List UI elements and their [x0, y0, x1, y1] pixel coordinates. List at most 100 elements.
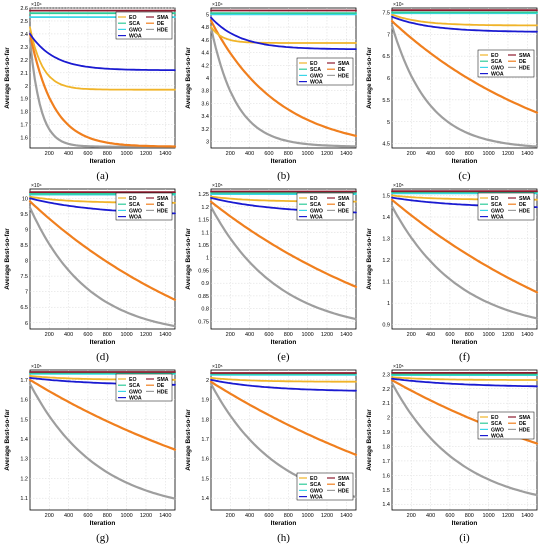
x-tick-label: 400 [64, 151, 73, 157]
x-tick-label: 400 [426, 332, 435, 338]
chart-panel: 200 400 600 800 1000 1200 1400 0.9 1 1.1 1.2 1.3 1.4… [366, 183, 539, 363]
x-tick-label: 600 [83, 332, 92, 338]
legend-label-woa: WOA [491, 215, 504, 221]
legend-label-woa: WOA [129, 34, 142, 40]
legend-label-gwo: GWO [310, 73, 323, 79]
legend-label-sca: SCA [129, 202, 140, 208]
y-tick-label: 1.3 [20, 457, 28, 463]
legend-label-sca: SCA [129, 21, 140, 27]
y-tick-label: 0.9 [382, 323, 390, 329]
y-axis-multiplier: ×10⁵ [31, 364, 42, 370]
panel-label: (d) [96, 351, 109, 363]
legend-label-eo: EO [310, 476, 318, 482]
y-tick-label: 4 [206, 76, 209, 82]
x-tick-label: 1000 [302, 151, 314, 157]
y-tick-label: 6 [387, 76, 390, 82]
series-line-hde [390, 381, 539, 497]
y-axis-label: Average Best-so-far [4, 228, 11, 290]
legend-label-hde: HDE [157, 208, 168, 214]
x-axis-label: Iteration [90, 339, 116, 346]
y-tick-label: 1.6 [20, 136, 28, 142]
y-tick-label: 0.8 [201, 307, 209, 313]
legend-label-sma: SMA [519, 196, 531, 202]
y-tick-label: 9 [25, 227, 28, 233]
x-tick-label: 1400 [159, 151, 171, 157]
series-line-woa [391, 15, 538, 33]
chart-panel: 200 400 600 800 1000 1200 1400 1.4 1.5 1.6 1.7 1.8 1… [185, 364, 358, 544]
y-axis-multiplier: ×10⁵ [393, 364, 404, 370]
x-axis-label: Iteration [271, 520, 297, 527]
x-tick-label: 200 [45, 151, 54, 157]
legend-label-gwo: GWO [310, 488, 323, 494]
y-tick-label: 8 [25, 259, 28, 265]
y-axis-multiplier: ×10⁵ [212, 364, 223, 370]
y-tick-label: 2.6 [20, 6, 28, 12]
chart-panel: 200 400 600 800 1000 1200 1400 1.4 1.5 1.6 1.7 1.8 1… [366, 364, 539, 544]
y-tick-label: 7.5 [382, 10, 390, 16]
chart-panel: 200 400 600 800 1000 1200 1400 4.5 5 5.5 6 6.5 7 7.5×… [366, 2, 539, 182]
y-tick-label: 1.7 [201, 437, 209, 443]
legend-label-hde: HDE [519, 208, 530, 214]
y-tick-label: 1 [387, 301, 390, 307]
legend-label-woa: WOA [310, 495, 323, 501]
y-axis-label: Average Best-so-far [366, 47, 373, 109]
y-tick-label: 1.15 [198, 218, 209, 224]
x-tick-label: 1000 [302, 513, 314, 519]
y-tick-label: 1.5 [382, 488, 390, 494]
y-tick-label: 6.5 [382, 54, 390, 60]
y-tick-label: 1.1 [20, 496, 28, 502]
x-tick-label: 400 [64, 513, 73, 519]
x-tick-label: 400 [245, 332, 254, 338]
y-axis-label: Average Best-so-far [4, 47, 11, 109]
legend-label-hde: HDE [338, 488, 349, 494]
y-tick-label: 1.5 [201, 476, 209, 482]
y-tick-label: 3 [206, 140, 209, 146]
series-line-eo [29, 26, 176, 91]
x-tick-label: 200 [226, 151, 235, 157]
legend-label-eo: EO [129, 15, 137, 21]
y-tick-label: 1.4 [382, 215, 390, 221]
legend-label-woa: WOA [129, 215, 142, 221]
y-tick-label: 5 [206, 12, 209, 18]
x-tick-label: 1200 [321, 332, 333, 338]
y-tick-label: 1.2 [382, 258, 390, 264]
series-line-woa [391, 377, 538, 388]
legend-label-sma: SMA [157, 15, 169, 21]
y-tick-label: 1.8 [382, 444, 390, 450]
x-tick-label: 600 [264, 151, 273, 157]
series-line-hde [28, 382, 177, 500]
legend-label-eo: EO [129, 377, 137, 383]
y-tick-label: 2.1 [20, 71, 28, 77]
chart-panel: 200 400 600 800 1000 1200 1400 1.6 1.7 1.8 1.9 2 2.1… [4, 2, 177, 182]
legend-label-sca: SCA [491, 59, 502, 65]
y-tick-label: 4.8 [201, 25, 209, 31]
legend-label-hde: HDE [338, 73, 349, 79]
x-tick-label: 400 [426, 151, 435, 157]
series-line-hde [209, 205, 358, 321]
y-tick-label: 8.5 [20, 243, 28, 249]
panel-label: (f) [459, 351, 470, 363]
y-tick-label: 4.6 [201, 38, 209, 44]
x-axis-label: Iteration [452, 339, 478, 346]
legend-label-hde: HDE [157, 27, 168, 33]
x-tick-label: 1400 [521, 151, 533, 157]
chart-panel: 200 400 600 800 1000 1200 1400 1.1 1.2 1.3 1.4 1.5 1… [4, 364, 177, 544]
x-tick-label: 200 [407, 332, 416, 338]
legend-label-sma: SMA [519, 415, 531, 421]
x-tick-label: 400 [64, 332, 73, 338]
x-tick-label: 800 [465, 332, 474, 338]
legend-label-eo: EO [491, 196, 499, 202]
y-tick-label: 2.3 [20, 45, 28, 51]
x-tick-label: 1400 [521, 332, 533, 338]
legend-label-hde: HDE [338, 208, 349, 214]
y-tick-label: 1.2 [20, 476, 28, 482]
y-tick-label: 2.1 [382, 401, 390, 407]
x-tick-label: 1000 [483, 151, 495, 157]
x-tick-label: 1000 [121, 151, 133, 157]
x-tick-label: 1200 [502, 151, 514, 157]
legend-label-sca: SCA [129, 383, 140, 389]
x-tick-label: 200 [407, 151, 416, 157]
